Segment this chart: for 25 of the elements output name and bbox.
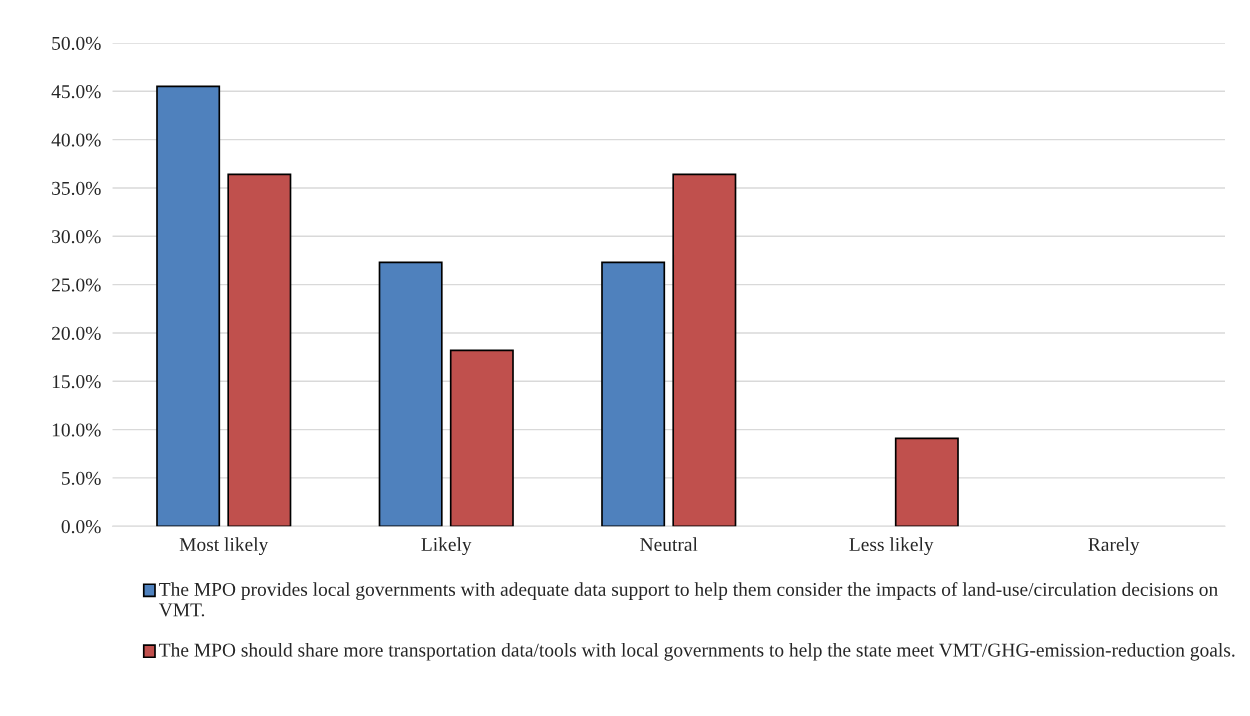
y-tick-label: 20.0%: [52, 326, 101, 340]
y-tick-label: 30.0%: [52, 230, 101, 244]
bar: [449, 349, 514, 527]
x-tick-label: Less likely: [849, 537, 934, 556]
x-tick-label: Neutral: [640, 537, 698, 552]
bar: [894, 437, 959, 527]
y-tick-label: 35.0%: [52, 181, 101, 195]
y-tick-label: 25.0%: [52, 278, 101, 292]
y-tick-label: 0.0%: [61, 520, 101, 534]
y-tick-label: 50.0%: [52, 36, 101, 50]
y-tick-label: 45.0%: [51, 85, 101, 99]
bar: [378, 261, 443, 527]
y-tick-label: 5.0%: [62, 471, 101, 485]
y-tick-label: 10.0%: [52, 423, 101, 437]
x-tick-label: Rarely: [1088, 537, 1140, 556]
bar: [601, 261, 666, 527]
legend-label: The MPO should share more transportation data/tools with local governments to help the state meet VMT/GHG-emission-reduction goals.: [159, 642, 1235, 661]
bar: [672, 173, 737, 527]
x-tick-label: Likely: [421, 537, 472, 556]
bar: [156, 85, 221, 527]
y-tick-label: 15.0%: [52, 375, 101, 389]
legend-label: The MPO provides local governments with adequate data support to help them consider the impacts of land-use/circulation decisions on VMT.: [158, 582, 1218, 617]
x-tick-label: Most likely: [179, 537, 269, 556]
bar: [227, 173, 292, 527]
y-tick-label: 40.0%: [51, 133, 101, 147]
